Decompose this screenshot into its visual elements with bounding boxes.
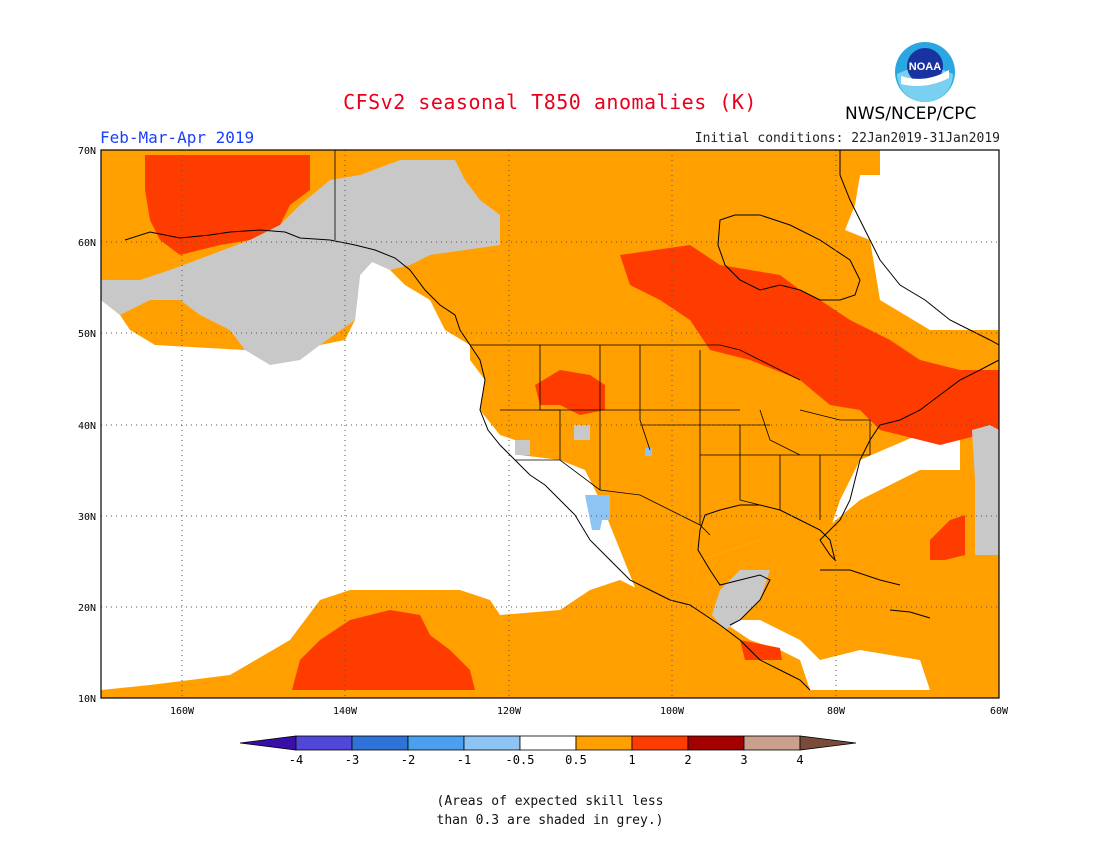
lon-label: 140W xyxy=(333,706,358,717)
lon-label: 120W xyxy=(497,706,522,717)
lon-label: 60W xyxy=(990,706,1009,717)
footnote: (Areas of expected skill less than 0.3 a… xyxy=(0,792,1100,830)
lon-label: 100W xyxy=(660,706,685,717)
colorbar-tick-label: -0.5 xyxy=(506,753,535,767)
colorbar-tick-label: -4 xyxy=(289,753,303,767)
colorbar-tick-label: 4 xyxy=(796,753,803,767)
colorbar-segment xyxy=(687,735,745,751)
map-frame xyxy=(100,149,1000,699)
initial-conditions: Initial conditions: 22Jan2019-31Jan2019 xyxy=(694,131,1000,146)
lat-label: 40N xyxy=(78,421,96,432)
colorbar-segment xyxy=(631,735,689,751)
colorbar-arrow-low xyxy=(239,735,297,751)
noaa-logo-text: NOAA xyxy=(909,61,941,73)
colorbar-segment xyxy=(407,735,465,751)
lat-label: 70N xyxy=(78,146,96,157)
lat-label: 60N xyxy=(78,238,96,249)
noaa-logo: NOAA xyxy=(893,40,957,104)
colorbar-segment xyxy=(575,735,633,751)
anomaly-region-red xyxy=(145,155,999,690)
colorbar-tick-label: 3 xyxy=(740,753,747,767)
colorbar-tick-label: -3 xyxy=(345,753,359,767)
colorbar-arrow-high xyxy=(799,735,857,751)
colorbar: -4 -3 -2 -1 -0.5 0.5 1 2 3 4 xyxy=(239,735,857,767)
lat-labels: 70N 60N 50N 40N 30N 20N 10N xyxy=(78,146,96,705)
low-skill-grey xyxy=(101,160,999,630)
colorbar-tick-label: -2 xyxy=(401,753,415,767)
footnote-line-1: (Areas of expected skill less xyxy=(436,794,664,809)
lat-label: 30N xyxy=(78,512,96,523)
lat-label: 20N xyxy=(78,603,96,614)
colorbar-tick-label: -1 xyxy=(457,753,471,767)
colorbar-segment xyxy=(743,735,801,751)
colorbar-segment xyxy=(295,735,353,751)
colorbar-segment xyxy=(351,735,409,751)
colorbar-tick-label: 2 xyxy=(684,753,691,767)
coastlines xyxy=(124,150,999,691)
colorbar-segment xyxy=(519,735,577,751)
lon-label: 80W xyxy=(827,706,846,717)
footnote-line-2: than 0.3 are shaded in grey.) xyxy=(436,813,664,828)
lat-label: 50N xyxy=(78,329,96,340)
colorbar-tick-label: 1 xyxy=(628,753,635,767)
colorbar-segment xyxy=(463,735,521,751)
anomaly-region-cool xyxy=(585,448,652,530)
colorbar-tick-label: 0.5 xyxy=(565,753,587,767)
lon-label: 160W xyxy=(170,706,195,717)
agency-label: NWS/NCEP/CPC xyxy=(845,104,977,124)
lon-labels: 160W 140W 120W 100W 80W 60W xyxy=(170,706,1009,717)
forecast-period: Feb-Mar-Apr 2019 xyxy=(100,128,255,147)
lat-label: 10N xyxy=(78,694,96,705)
chart-title: CFSv2 seasonal T850 anomalies (K) xyxy=(343,90,757,114)
